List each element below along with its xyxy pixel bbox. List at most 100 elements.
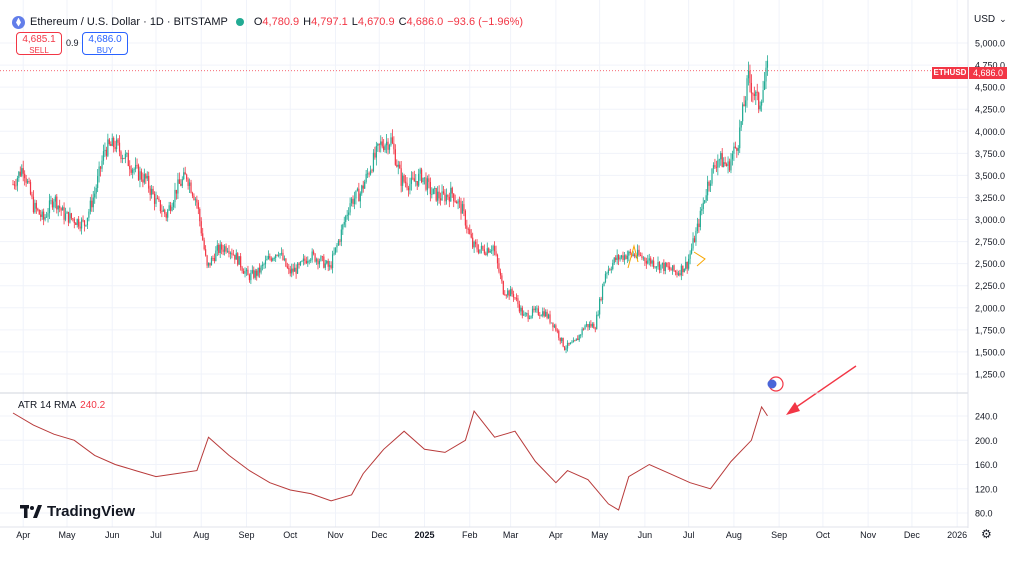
candle-body [80,219,83,229]
candle-body [301,260,303,262]
candle-body [451,187,453,194]
candle-body [437,191,439,201]
candle-body [362,185,364,189]
candle-body [339,240,341,242]
candle-body [696,223,699,231]
candle-body [242,270,245,274]
candle-body [603,282,605,287]
candle-body [712,165,715,169]
candle-body [130,169,132,173]
candle-body [653,260,655,267]
candle-body [180,183,182,186]
time-axis[interactable]: Apr May Jun Jul Aug Sep Oct Nov Dec 2025 Feb Mar Apr… [16,530,967,540]
candle-body [267,256,269,260]
high-label: H [303,16,312,28]
candle-body [283,258,286,260]
price-tick-label: 2,000.0 [975,303,1005,313]
candle-body [275,254,277,259]
atr-tick-label: 120.0 [975,484,998,494]
annotations [627,244,857,415]
candle-body [581,328,583,335]
candle-body [488,248,490,253]
annotation-arrow-line [791,365,857,411]
candle-body [171,207,173,211]
candle-body [542,311,544,316]
buy-button[interactable]: 4,686.0 BUY [82,32,128,55]
candle-body [636,249,639,257]
candle-body [612,263,614,270]
spread-value: 0.9 [66,38,79,48]
candle-body [727,161,729,167]
change-value: −93.6 (−1.96%) [447,16,524,28]
settings-gear-icon[interactable]: ⚙ [981,527,992,541]
candle-body [510,289,512,297]
candle-body [345,216,347,222]
candle-body [679,273,681,276]
candle-body [688,258,690,269]
atr-axis[interactable]: 240.0 200.0 160.0 120.0 80.0 [975,412,998,519]
candle-body [422,177,424,183]
candle-body [683,268,685,273]
candle-body [426,178,429,190]
price-tick-label: 1,250.0 [975,370,1005,380]
candle-body [549,314,551,323]
candle-body [48,200,51,214]
candle-body [632,254,634,256]
indicator-legend[interactable]: ATR 14 RMA 240.2 [18,400,105,411]
tradingview-logo[interactable]: TradingView [20,501,135,521]
candle-body [286,266,288,268]
candle-body [240,256,242,268]
candle-body [575,338,577,341]
candle-body [369,170,372,175]
symbol-header: Ethereum / U.S. Dollar · 1D · BITSTAMP O… [12,13,523,31]
price-tick-label: 4,750.0 [975,61,1005,71]
market-status-dot[interactable] [235,18,244,26]
atr-line [12,405,768,511]
candle-body [606,273,608,274]
candle-body [623,255,626,261]
candle-body [330,265,332,269]
candle-body [406,182,408,188]
candle-body [521,307,523,316]
candle-body [629,251,631,254]
candle-body [116,139,118,150]
candle-body [600,298,602,300]
candle-body [209,262,211,266]
candle-body [562,337,564,347]
atr-tick-label: 240.0 [975,412,998,422]
price-tick-label: 3,500.0 [975,171,1005,181]
candle-body [161,211,163,212]
price-axis[interactable]: 5,000.0 4,750.0 4,500.0 4,250.0 4,000.0 3,750… [975,39,1005,380]
candle-body [559,337,561,342]
candle-body [753,93,755,96]
candle-body [181,179,183,186]
sell-button[interactable]: 4,685.1 SELL [16,32,62,55]
candle-body [190,182,192,193]
candle-body [752,93,754,95]
candle-body [711,168,713,184]
low-value: 4,670.9 [357,16,395,28]
candle-body [264,260,267,265]
candle-body [375,145,377,158]
candle-body [210,257,213,266]
price-tick-label: 4,250.0 [975,105,1005,115]
currency-selector[interactable]: USD ⌄ [974,14,1007,25]
low-label: L [351,16,358,28]
candle-body [32,196,35,213]
candle-body [615,257,617,260]
candle-body [647,260,649,264]
symbol-title[interactable]: Ethereum / U.S. Dollar · 1D · BITSTAMP [30,16,228,28]
candle-body [534,308,537,311]
candle-body [107,139,109,156]
candle-body [704,200,706,203]
candle-body [272,258,274,261]
candle-body [331,254,334,269]
candle-body [744,100,747,107]
candle-body [250,272,252,281]
candle-body [690,248,693,254]
candle-body [155,198,157,204]
candle-body [378,143,380,145]
candle-body [203,240,205,250]
event-flag-icon [767,379,777,389]
